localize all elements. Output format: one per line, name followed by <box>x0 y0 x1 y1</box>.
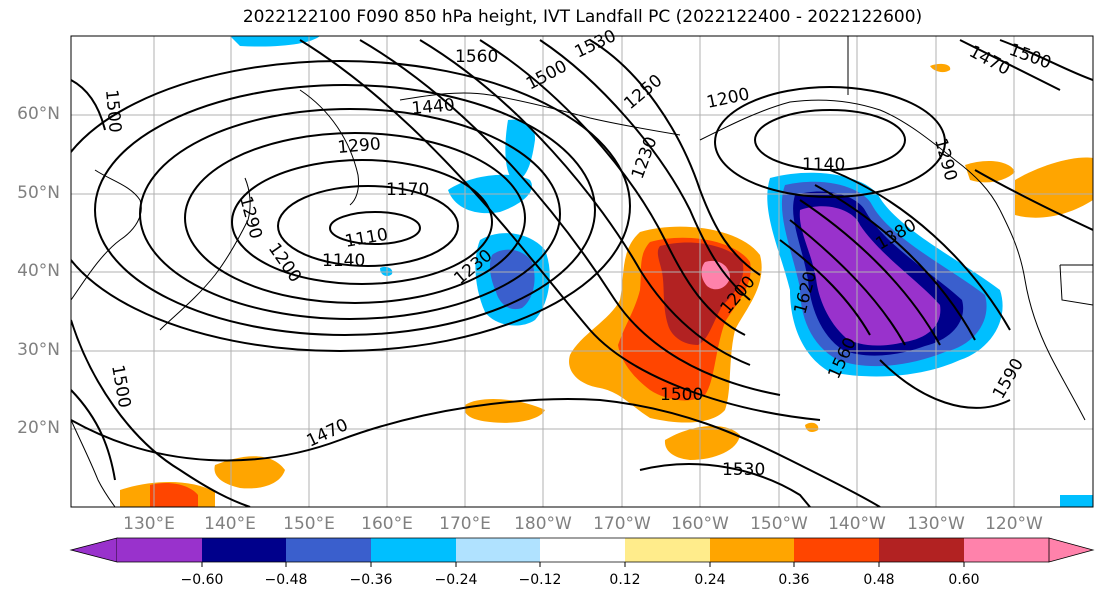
colorbar-segment <box>879 538 964 562</box>
colorbar-segment <box>625 538 710 562</box>
contour-label: 1140 <box>322 251 365 271</box>
lon-label: 180°W <box>514 514 572 534</box>
contour-label: 1290 <box>337 134 382 158</box>
colorbar-tick-label: 0.12 <box>609 572 641 588</box>
height-contours <box>71 39 1093 507</box>
contour-label: 1170 <box>386 180 429 200</box>
lat-label: 50°N <box>17 183 60 203</box>
contour-label: 1500 <box>101 89 125 134</box>
lat-label: 60°N <box>17 104 60 124</box>
colorbar-tick-label: −0.48 <box>264 572 308 588</box>
contour-label: 1560 <box>455 47 498 67</box>
contour-label: 1530 <box>722 460 765 480</box>
lat-label: 20°N <box>17 418 60 438</box>
lon-label: 150°W <box>750 514 808 534</box>
lon-label: 160°E <box>361 514 413 534</box>
colorbar-tick-label: −0.12 <box>518 572 562 588</box>
lon-label: 120°W <box>985 514 1043 534</box>
colorbar-tick-label: 0.48 <box>863 572 895 588</box>
colorbar-ticks <box>201 562 965 567</box>
colorbar-tick-label: −0.36 <box>349 572 393 588</box>
contour-label: 1440 <box>411 95 456 119</box>
lon-label: 140°E <box>204 514 256 534</box>
colorbar-segment <box>286 538 371 562</box>
lat-label: 40°N <box>17 261 60 281</box>
colorbar-segment <box>117 538 202 562</box>
colorbar-segment <box>540 538 625 562</box>
colorbar-min-extend <box>69 537 118 563</box>
colorbar-segment <box>371 538 456 562</box>
map-frame <box>70 35 1094 508</box>
colorbar-segment <box>456 538 540 562</box>
colorbar-tick-label: 0.24 <box>694 572 726 588</box>
lon-label: 130°E <box>123 514 175 534</box>
colorbar-tick-label: −0.24 <box>434 572 478 588</box>
lon-label: 170°E <box>439 514 491 534</box>
contour-label: 1140 <box>802 155 845 175</box>
colorbar-segment <box>710 538 794 562</box>
contour-label: 1500 <box>660 385 703 405</box>
figure-title: 2022122100 F090 850 hPa height, IVT Land… <box>242 7 923 27</box>
graticule <box>71 36 1093 507</box>
lon-label: 160°W <box>671 514 729 534</box>
lon-label: 130°W <box>907 514 965 534</box>
colorbar-tick-label: 0.36 <box>778 572 810 588</box>
lon-label: 140°W <box>828 514 886 534</box>
colorbar-segment <box>964 538 1049 562</box>
colorbar-segment <box>794 538 879 562</box>
colorbar-segment <box>202 538 286 562</box>
map-panel <box>71 36 1093 507</box>
colorbar <box>69 537 1095 567</box>
colorbar-tick-label: 0.60 <box>948 572 980 588</box>
lon-label: 150°E <box>283 514 335 534</box>
lat-label: 30°N <box>17 340 60 360</box>
colorbar-tick-label: −0.60 <box>180 572 224 588</box>
colorbar-max-extend <box>1048 537 1095 563</box>
lon-label: 170°W <box>593 514 651 534</box>
